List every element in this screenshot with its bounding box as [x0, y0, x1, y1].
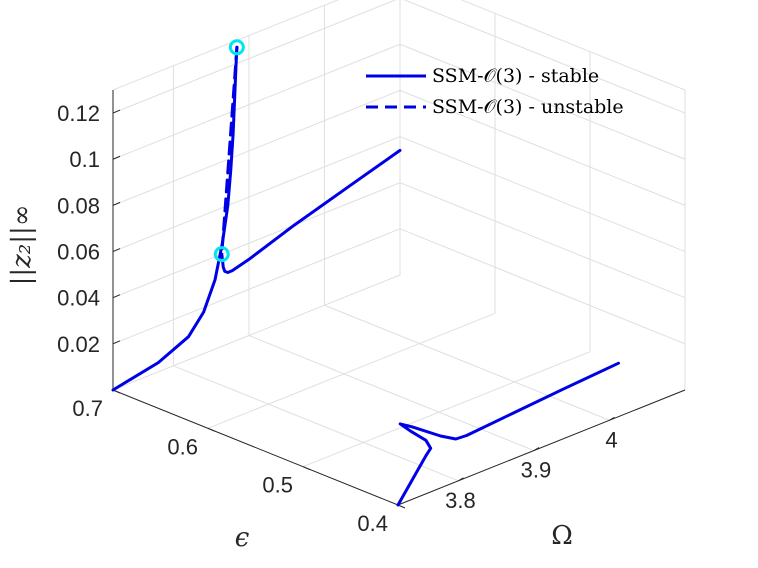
- y-tick-label: 0.6: [167, 434, 198, 459]
- z-tick-mark: [112, 155, 121, 160]
- z-tick-label: 0.06: [57, 240, 100, 265]
- stable-branch-line-1: [220, 148, 402, 274]
- z-tick-label: 0.04: [57, 286, 100, 311]
- y-tick-label: 0.4: [357, 511, 388, 536]
- grid-line: [112, 0, 397, 114]
- grid-line: [399, 182, 686, 299]
- grid-line: [399, 89, 686, 206]
- grid-line: [302, 351, 591, 468]
- x-tick-label: 4: [605, 427, 617, 452]
- grid-line: [460, 0, 686, 91]
- grid-line: [112, 89, 401, 206]
- stable-branch-line-0: [111, 45, 239, 392]
- legend-label-stable: SSM-𝒪(3) - stable: [432, 65, 599, 87]
- z-tick-label: 0.08: [57, 193, 100, 218]
- y-axis-line: [112, 389, 399, 506]
- y-tick-label: 0.5: [262, 473, 293, 498]
- z-tick-label: 0.12: [57, 101, 100, 126]
- curve-layer: [111, 39, 620, 507]
- y-tick-label: 0.7: [72, 396, 103, 421]
- x-axis-line: [397, 389, 686, 506]
- z-tick-label: 0.02: [57, 332, 100, 357]
- unstable-branch-line: [220, 45, 239, 256]
- y-tick-mark: [302, 466, 311, 471]
- grid-line: [324, 304, 610, 421]
- y-axis-label: ϵ: [235, 523, 250, 553]
- z-tick-mark: [112, 340, 121, 345]
- grid-line: [207, 312, 496, 429]
- grid-line: [399, 228, 686, 345]
- grid-line: [403, 0, 686, 114]
- grid-line: [112, 0, 339, 91]
- z-axis-label: ||z₂||∞: [7, 205, 37, 286]
- z-tick-mark: [112, 201, 121, 206]
- y-tick-mark: [207, 427, 216, 432]
- z-tick-label: 0.1: [69, 147, 100, 172]
- bifurcation-marker: [228, 39, 245, 56]
- grid-line: [112, 182, 401, 299]
- grid-line: [112, 136, 401, 253]
- grid-line: [399, 43, 686, 160]
- grid-line: [112, 274, 401, 391]
- z-tick-mark: [112, 248, 121, 252]
- x-tick-mark: [458, 477, 464, 482]
- x-tick-label: 3.9: [521, 458, 552, 483]
- bifurcation-marker: [213, 246, 230, 263]
- grid-line: [248, 335, 535, 451]
- tick-labels: 3.8 3.9 4 0.4 0.5 0.6 0.7 0.02 0.04 0.06 0.08 0.1 0.…: [57, 101, 617, 536]
- stable-branch-line-3: [396, 361, 620, 507]
- x-axis-label: Ω: [551, 521, 573, 551]
- grid-line: [173, 365, 459, 482]
- x-tick-label: 3.8: [445, 488, 476, 513]
- z-tick-mark: [112, 109, 121, 114]
- grid-line: [399, 136, 686, 253]
- legend-label-unstable: SSM-𝒪(3) - unstable: [432, 96, 624, 118]
- z-tick-mark: [112, 294, 121, 299]
- x-tick-mark: [533, 447, 540, 451]
- axis-layer: [112, 90, 686, 509]
- grid-line: [112, 228, 401, 345]
- legend: SSM-𝒪(3) - stable SSM-𝒪(3) - unstable: [366, 65, 624, 118]
- x-tick-mark: [609, 416, 615, 421]
- grid-line: [112, 43, 401, 160]
